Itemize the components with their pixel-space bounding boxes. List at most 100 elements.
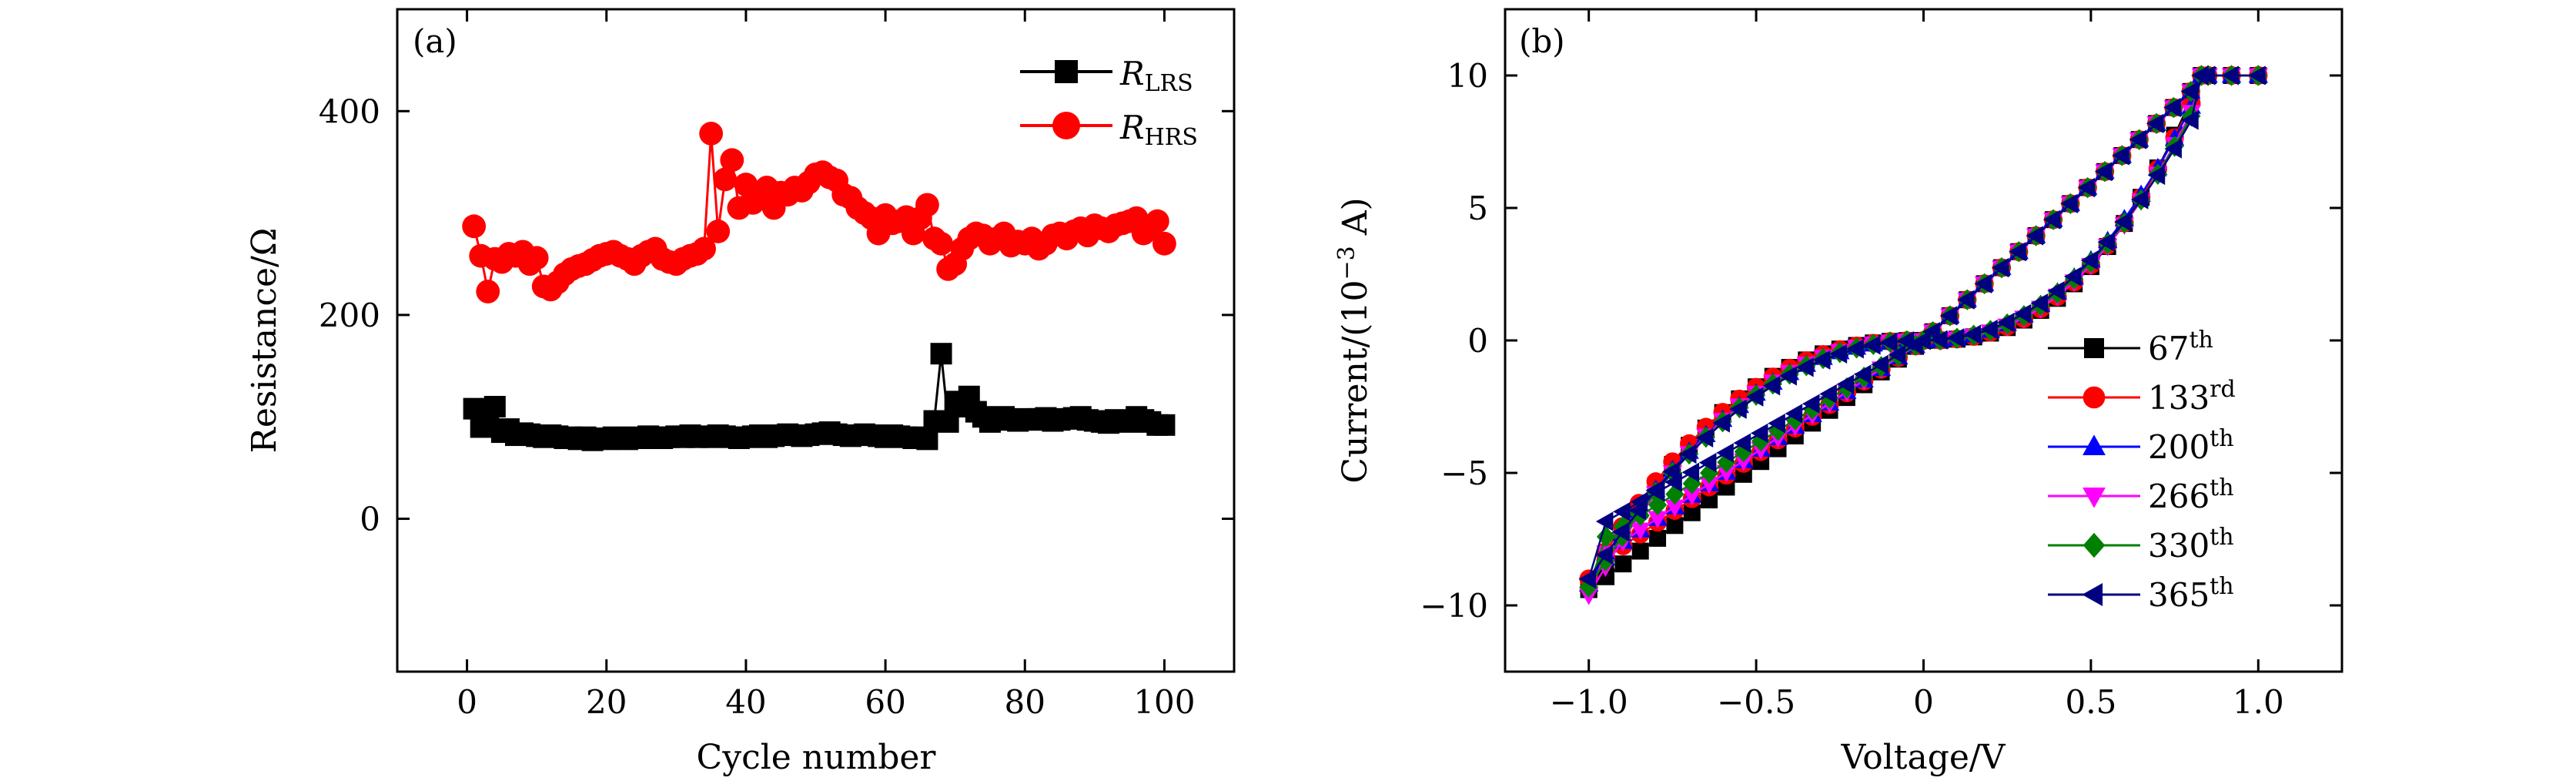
plot-frame-a xyxy=(396,8,1236,673)
data-point xyxy=(524,246,549,270)
iv-point xyxy=(1614,555,1632,573)
y-axis-ticks-a: 0 200 400 xyxy=(319,92,1234,538)
x-tick-label: 0 xyxy=(1913,683,1934,721)
legend-item-266th: 266th xyxy=(2048,474,2234,515)
iv-point xyxy=(1596,526,1616,548)
iv-point xyxy=(1664,472,1682,492)
iv-point xyxy=(1716,443,1734,463)
data-point xyxy=(1153,231,1176,256)
panel-label-a: (a) xyxy=(413,22,457,60)
iv-point xyxy=(2026,226,2043,246)
iv-point xyxy=(1846,339,1864,359)
legend-label-r-lrs-main: R xyxy=(1119,55,1145,92)
iv-point xyxy=(1836,374,1855,394)
x-axis-title-a: Cycle number xyxy=(697,738,937,777)
iv-point xyxy=(1946,328,1965,348)
iv-point xyxy=(1768,414,1785,434)
iv-point xyxy=(2030,293,2049,313)
data-point xyxy=(1153,414,1176,436)
legend-marker xyxy=(2083,386,2106,409)
iv-point xyxy=(1863,335,1881,355)
legend-b: 67th 133rd 200th 266th 330th 365th xyxy=(2048,327,2236,614)
iv-point xyxy=(1578,568,1597,589)
iv-point xyxy=(2047,280,2065,301)
iv-point xyxy=(1699,476,1719,494)
y-axis-title-b-exp: −3 xyxy=(1333,246,1360,280)
iv-curve-365th xyxy=(1578,65,2266,589)
x-tick-label: 40 xyxy=(725,683,766,721)
iv-point xyxy=(1854,364,1872,384)
x-tick-label: 0 xyxy=(457,683,477,721)
data-point xyxy=(483,396,506,417)
iv-point xyxy=(1666,517,1684,535)
iv-point xyxy=(1647,482,1665,502)
x-tick-label: −0.5 xyxy=(1717,683,1795,721)
legend-item-r-hrs: RHRS xyxy=(1020,109,1198,151)
y-axis-title-a: Resistance/Ω xyxy=(245,228,284,454)
data-point xyxy=(1145,209,1169,233)
iv-point xyxy=(1729,399,1747,419)
iv-point xyxy=(1802,394,1820,414)
iv-point xyxy=(1745,387,1764,407)
iv-point xyxy=(1649,529,1667,547)
iv-point xyxy=(2248,65,2266,85)
x-tick-label: 80 xyxy=(1005,683,1045,721)
iv-point xyxy=(2013,303,2032,323)
legend-item-330th: 330th xyxy=(2048,524,2234,565)
legend-label-266th: 266th xyxy=(2148,474,2234,515)
iv-point xyxy=(1630,491,1648,512)
data-point xyxy=(462,214,487,239)
iv-point xyxy=(1963,324,1982,344)
data-point xyxy=(929,231,953,256)
data-point xyxy=(699,122,724,146)
iv-point xyxy=(1712,413,1730,433)
iv-point xyxy=(2080,250,2099,270)
iv-point xyxy=(1733,433,1751,453)
series-r-hrs xyxy=(462,122,1176,303)
x-axis-title-b: Voltage/V xyxy=(1840,738,2006,777)
iv-point xyxy=(1664,499,1685,518)
iv-point xyxy=(1905,335,1923,355)
iv-curves xyxy=(1578,65,2268,605)
y-tick-label: 0 xyxy=(360,501,380,538)
legend-label-330th: 330th xyxy=(2148,524,2234,565)
data-point xyxy=(692,236,716,261)
iv-point xyxy=(2163,97,2181,118)
iv-point xyxy=(1991,257,2009,278)
data-point xyxy=(720,148,744,173)
legend-a: RLRS RHRS xyxy=(1020,55,1198,151)
legend-item-67th: 67th xyxy=(2048,327,2213,367)
legend-label-365th: 365th xyxy=(2148,573,2234,614)
legend-item-200th: 200th xyxy=(2048,425,2234,466)
data-point xyxy=(713,167,738,192)
iv-point xyxy=(2094,162,2113,182)
svg-text:RLRS: RLRS xyxy=(1119,55,1193,97)
iv-point xyxy=(1957,290,1975,310)
iv-point xyxy=(2114,212,2132,232)
iv-point xyxy=(1695,427,1714,448)
iv-point xyxy=(2077,177,2096,198)
iv-point xyxy=(2063,266,2082,287)
iv-point xyxy=(2129,129,2147,149)
y-axis-title-b-start: Current/(10 xyxy=(1336,280,1375,484)
iv-point xyxy=(1974,273,1992,294)
y-tick-label: 200 xyxy=(319,297,380,334)
iv-point xyxy=(1871,354,1889,374)
iv-point xyxy=(2147,165,2166,186)
y-tick-label: 400 xyxy=(319,92,380,130)
iv-point xyxy=(1980,319,1998,340)
iv-point xyxy=(1939,306,1958,326)
iv-point xyxy=(1922,322,1940,342)
iv-point xyxy=(1678,444,1697,464)
iv-point xyxy=(1716,464,1737,483)
iv-point xyxy=(2130,189,2149,209)
iv-point xyxy=(2180,82,2199,102)
iv-point xyxy=(2197,65,2216,85)
iv-point xyxy=(1682,488,1702,506)
iv-point xyxy=(1779,366,1797,386)
legend-label-67th: 67th xyxy=(2148,327,2213,367)
iv-point xyxy=(1750,423,1768,444)
legend-label-r-hrs-main: R xyxy=(1119,109,1145,146)
iv-point xyxy=(1812,350,1831,370)
